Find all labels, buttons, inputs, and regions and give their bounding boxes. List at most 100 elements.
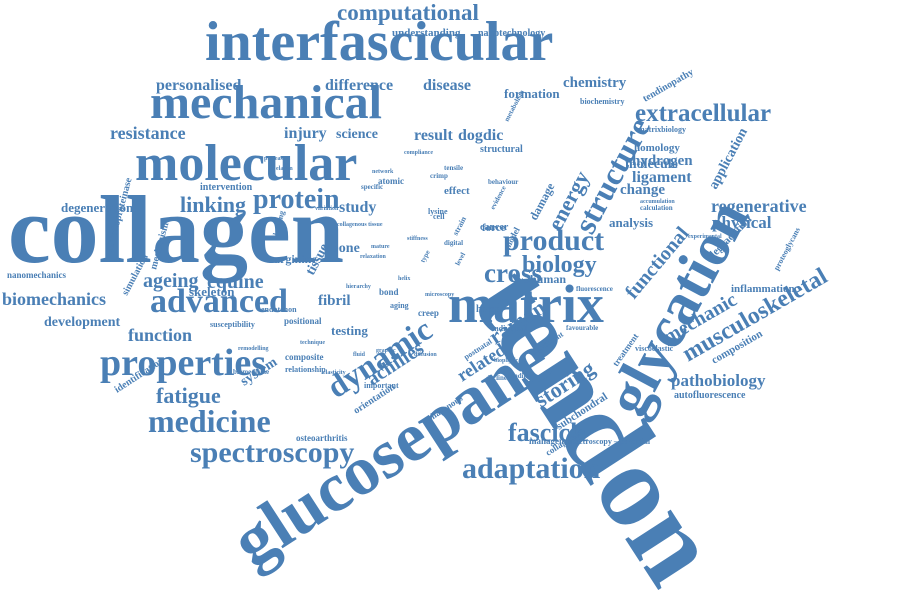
word-digital: digital bbox=[444, 239, 463, 247]
word-nanomechanics: nanomechanics bbox=[7, 270, 67, 280]
word-protein: protein bbox=[253, 184, 340, 215]
word-bone: bone bbox=[331, 241, 360, 256]
word-fatigue: fatigue bbox=[156, 383, 221, 408]
word-arginine: arginine bbox=[274, 252, 317, 266]
word-strain: strain bbox=[451, 215, 469, 237]
word-adaptation: adaptation bbox=[462, 452, 601, 485]
word-force: force bbox=[482, 222, 506, 234]
word-matrix: matrix bbox=[448, 274, 604, 334]
word-collagenous-tissue: collagenous tissue bbox=[337, 222, 383, 228]
word-hydrogen: hydrogen bbox=[632, 153, 693, 169]
word-binding: binding bbox=[508, 372, 531, 380]
word-advanced: advanced bbox=[150, 283, 288, 320]
word-product: product bbox=[503, 224, 604, 257]
word-accumulation: accumulation bbox=[640, 199, 675, 205]
word-effect: effect bbox=[444, 185, 470, 197]
word-biomedicine: biomedicine bbox=[233, 368, 269, 376]
word-network: network bbox=[372, 169, 394, 175]
word-analysis: analysis bbox=[609, 215, 653, 230]
word-spectroscopy-potential: spectroscopy – potential bbox=[568, 437, 651, 446]
word-important: important bbox=[364, 381, 399, 390]
word-endotenon: endotenon bbox=[261, 305, 297, 314]
word-individual: individual bbox=[492, 324, 527, 333]
word-cross: cross bbox=[484, 258, 542, 288]
word-experimental: experimental bbox=[688, 234, 722, 240]
word-collagen: collagen bbox=[8, 176, 344, 283]
word-level: level bbox=[454, 251, 467, 267]
word-pathobiology: pathobiology bbox=[671, 371, 766, 390]
word-computational: computational bbox=[337, 0, 479, 25]
word-tendinopathy: tendinopathy bbox=[641, 67, 696, 105]
word-autofluorescence: autofluorescence bbox=[674, 390, 746, 401]
word-evidence: evidence bbox=[489, 185, 508, 211]
word-horse: horse bbox=[476, 304, 500, 315]
word-favourable: favourable bbox=[566, 324, 598, 332]
word-structural: structural bbox=[480, 144, 523, 155]
word-cloud-words: tendoncollagenglucosepaneinterfascicular… bbox=[2, 0, 832, 592]
word-cell: cell bbox=[433, 212, 445, 221]
word-diffusion: diffusion bbox=[414, 352, 437, 358]
word-helix: helix bbox=[398, 276, 410, 282]
word-compliance: compliance bbox=[404, 150, 433, 156]
word-spectroscopy: spectroscopy bbox=[190, 436, 354, 469]
word-difference: difference bbox=[325, 77, 393, 94]
word-biomechanics: biomechanics bbox=[2, 289, 106, 309]
word-homology: homology bbox=[634, 142, 680, 154]
word-positional: positional bbox=[284, 316, 322, 326]
word-injury: injury bbox=[284, 125, 327, 142]
word-science: science bbox=[336, 127, 378, 142]
word-elastin: elastin bbox=[276, 166, 293, 172]
word-variation: variation bbox=[315, 206, 339, 212]
word-decline: decline bbox=[486, 374, 507, 382]
word-relationship: relationship bbox=[285, 365, 326, 374]
word-linking: linking bbox=[180, 192, 246, 217]
word-elasticity: elasticity bbox=[323, 370, 346, 376]
word-matrixbiology: matrixbiology bbox=[638, 125, 686, 134]
word-specific: specific bbox=[361, 183, 383, 191]
word-management: management bbox=[529, 436, 579, 446]
word-crimp: crimp bbox=[430, 172, 448, 180]
word-protease: protease bbox=[264, 156, 286, 162]
word-graphic: graphic bbox=[376, 348, 396, 354]
word-susceptibility: susceptibility bbox=[210, 320, 255, 329]
word-resistance: resistance bbox=[110, 123, 186, 143]
word-testing: testing bbox=[331, 323, 368, 338]
word-equine: equine bbox=[207, 271, 264, 293]
word-molecule: molecule bbox=[625, 157, 678, 172]
word-hierarchy: hierarchy bbox=[346, 284, 371, 290]
word-dogdic: dogdic bbox=[458, 127, 503, 144]
word-type: type bbox=[419, 249, 432, 264]
word-tensile: tensile bbox=[444, 164, 463, 172]
word-intervention: intervention bbox=[200, 182, 253, 193]
word-fluid: fluid bbox=[353, 352, 366, 358]
word-regenerative: regenerative bbox=[711, 196, 807, 216]
word-biophysic: biophysic bbox=[494, 358, 519, 364]
word-result: result bbox=[414, 127, 453, 144]
word-microscopy: microscopy bbox=[425, 292, 454, 298]
word-lysine: lysine bbox=[428, 207, 448, 216]
word-properties: properties bbox=[100, 342, 266, 384]
word-inflammation: inflammation bbox=[731, 283, 795, 295]
word-fascicle: fascicle bbox=[508, 418, 589, 447]
word-cancer: cancer bbox=[480, 222, 509, 233]
word-remodelling: remodelling bbox=[238, 346, 269, 352]
word-stiffness: stiffness bbox=[407, 236, 428, 242]
word-study: study bbox=[339, 199, 376, 216]
word-change: change bbox=[620, 182, 665, 198]
word-extracellular: extracellular bbox=[635, 100, 771, 127]
word-bond: bond bbox=[379, 287, 399, 297]
word-chemistry: chemistry bbox=[563, 75, 627, 91]
word-mechanical: mechanical bbox=[150, 76, 382, 129]
word-biology: biology bbox=[522, 252, 597, 278]
word-calculation: calculation bbox=[640, 204, 673, 212]
word-formation: formation bbox=[504, 86, 560, 101]
word-ageing: ageing bbox=[143, 270, 199, 292]
word-technique: technique bbox=[300, 340, 325, 346]
word-nanotechnology: nanotechnology bbox=[478, 28, 545, 39]
word-creep: creep bbox=[418, 308, 439, 318]
word-function: function bbox=[128, 325, 192, 345]
word-biochemistry: biochemistry bbox=[580, 97, 624, 106]
word-interfascicular: interfascicular bbox=[205, 11, 553, 73]
word-application: application bbox=[706, 126, 751, 192]
